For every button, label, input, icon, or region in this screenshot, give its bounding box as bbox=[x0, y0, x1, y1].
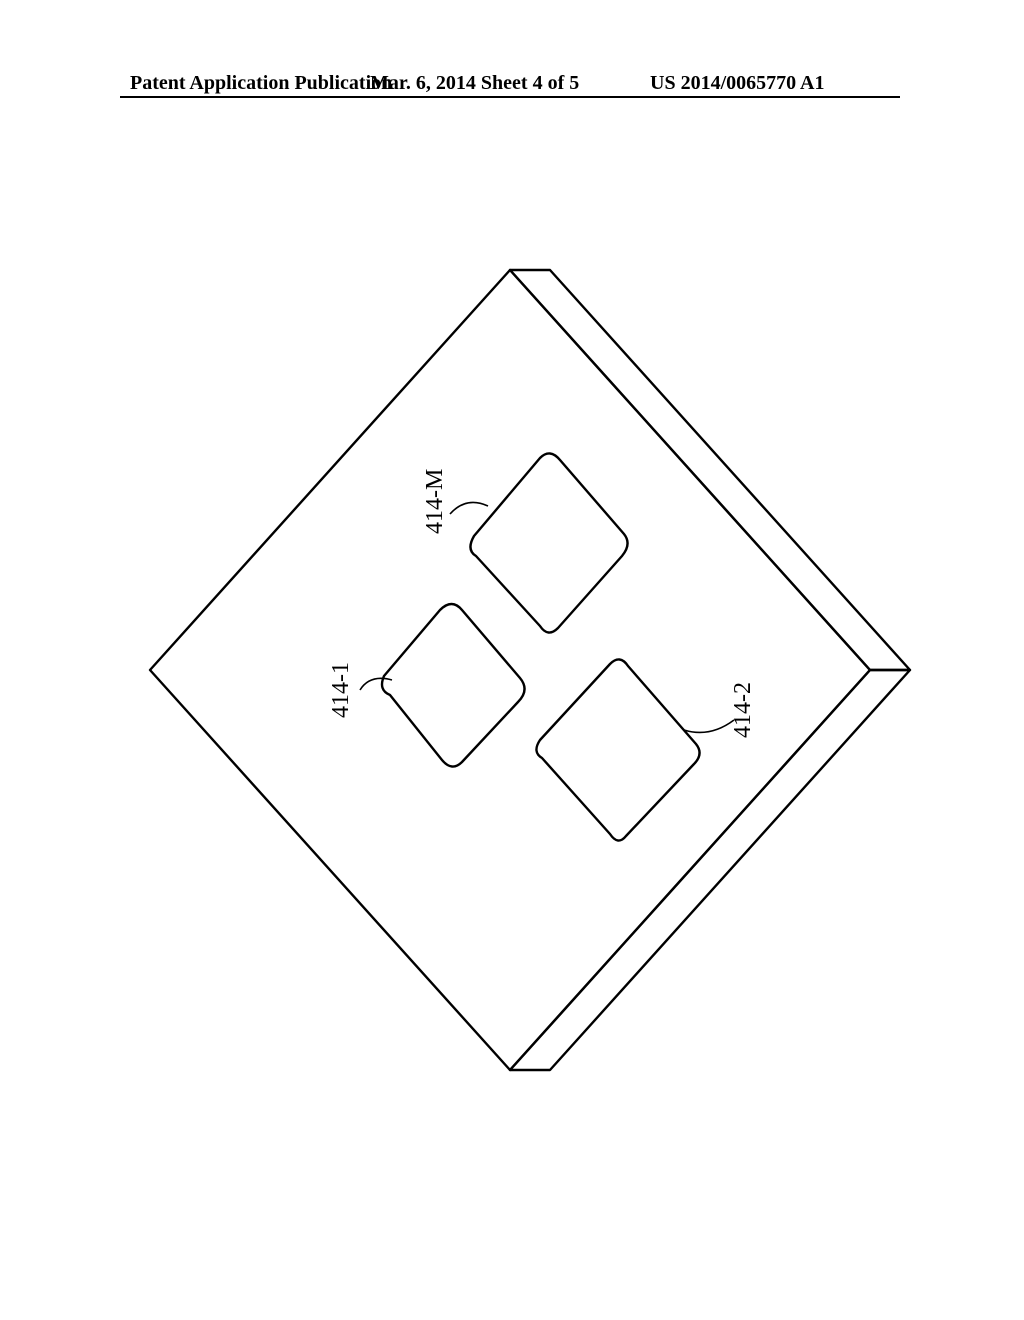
header-mid: Mar. 6, 2014 Sheet 4 of 5 bbox=[370, 72, 579, 95]
header-left: Patent Application Publication bbox=[130, 72, 392, 95]
chip-414-1 bbox=[382, 604, 525, 767]
chip-414-2 bbox=[536, 659, 699, 840]
header-rule bbox=[120, 96, 900, 98]
leader-414-M bbox=[450, 502, 488, 514]
label-414-2: 414-2 bbox=[730, 682, 756, 738]
slab-front-left bbox=[510, 670, 910, 1070]
figure-4: 414-1414-2414-MFIG. 4 bbox=[90, 140, 930, 1200]
page: Patent Application Publication Mar. 6, 2… bbox=[0, 0, 1024, 1320]
leader-414-2 bbox=[684, 720, 734, 732]
chip-414-M bbox=[470, 453, 627, 632]
label-414-M: 414-M bbox=[422, 469, 448, 534]
header-right: US 2014/0065770 A1 bbox=[650, 72, 824, 95]
figure-svg: 414-1414-2414-MFIG. 4 bbox=[90, 140, 930, 1200]
label-414-1: 414-1 bbox=[328, 662, 354, 718]
leader-414-1 bbox=[360, 678, 392, 690]
slab-top bbox=[150, 270, 870, 1070]
figure-rotated-group: 414-1414-2414-MFIG. 4 bbox=[150, 270, 930, 1070]
